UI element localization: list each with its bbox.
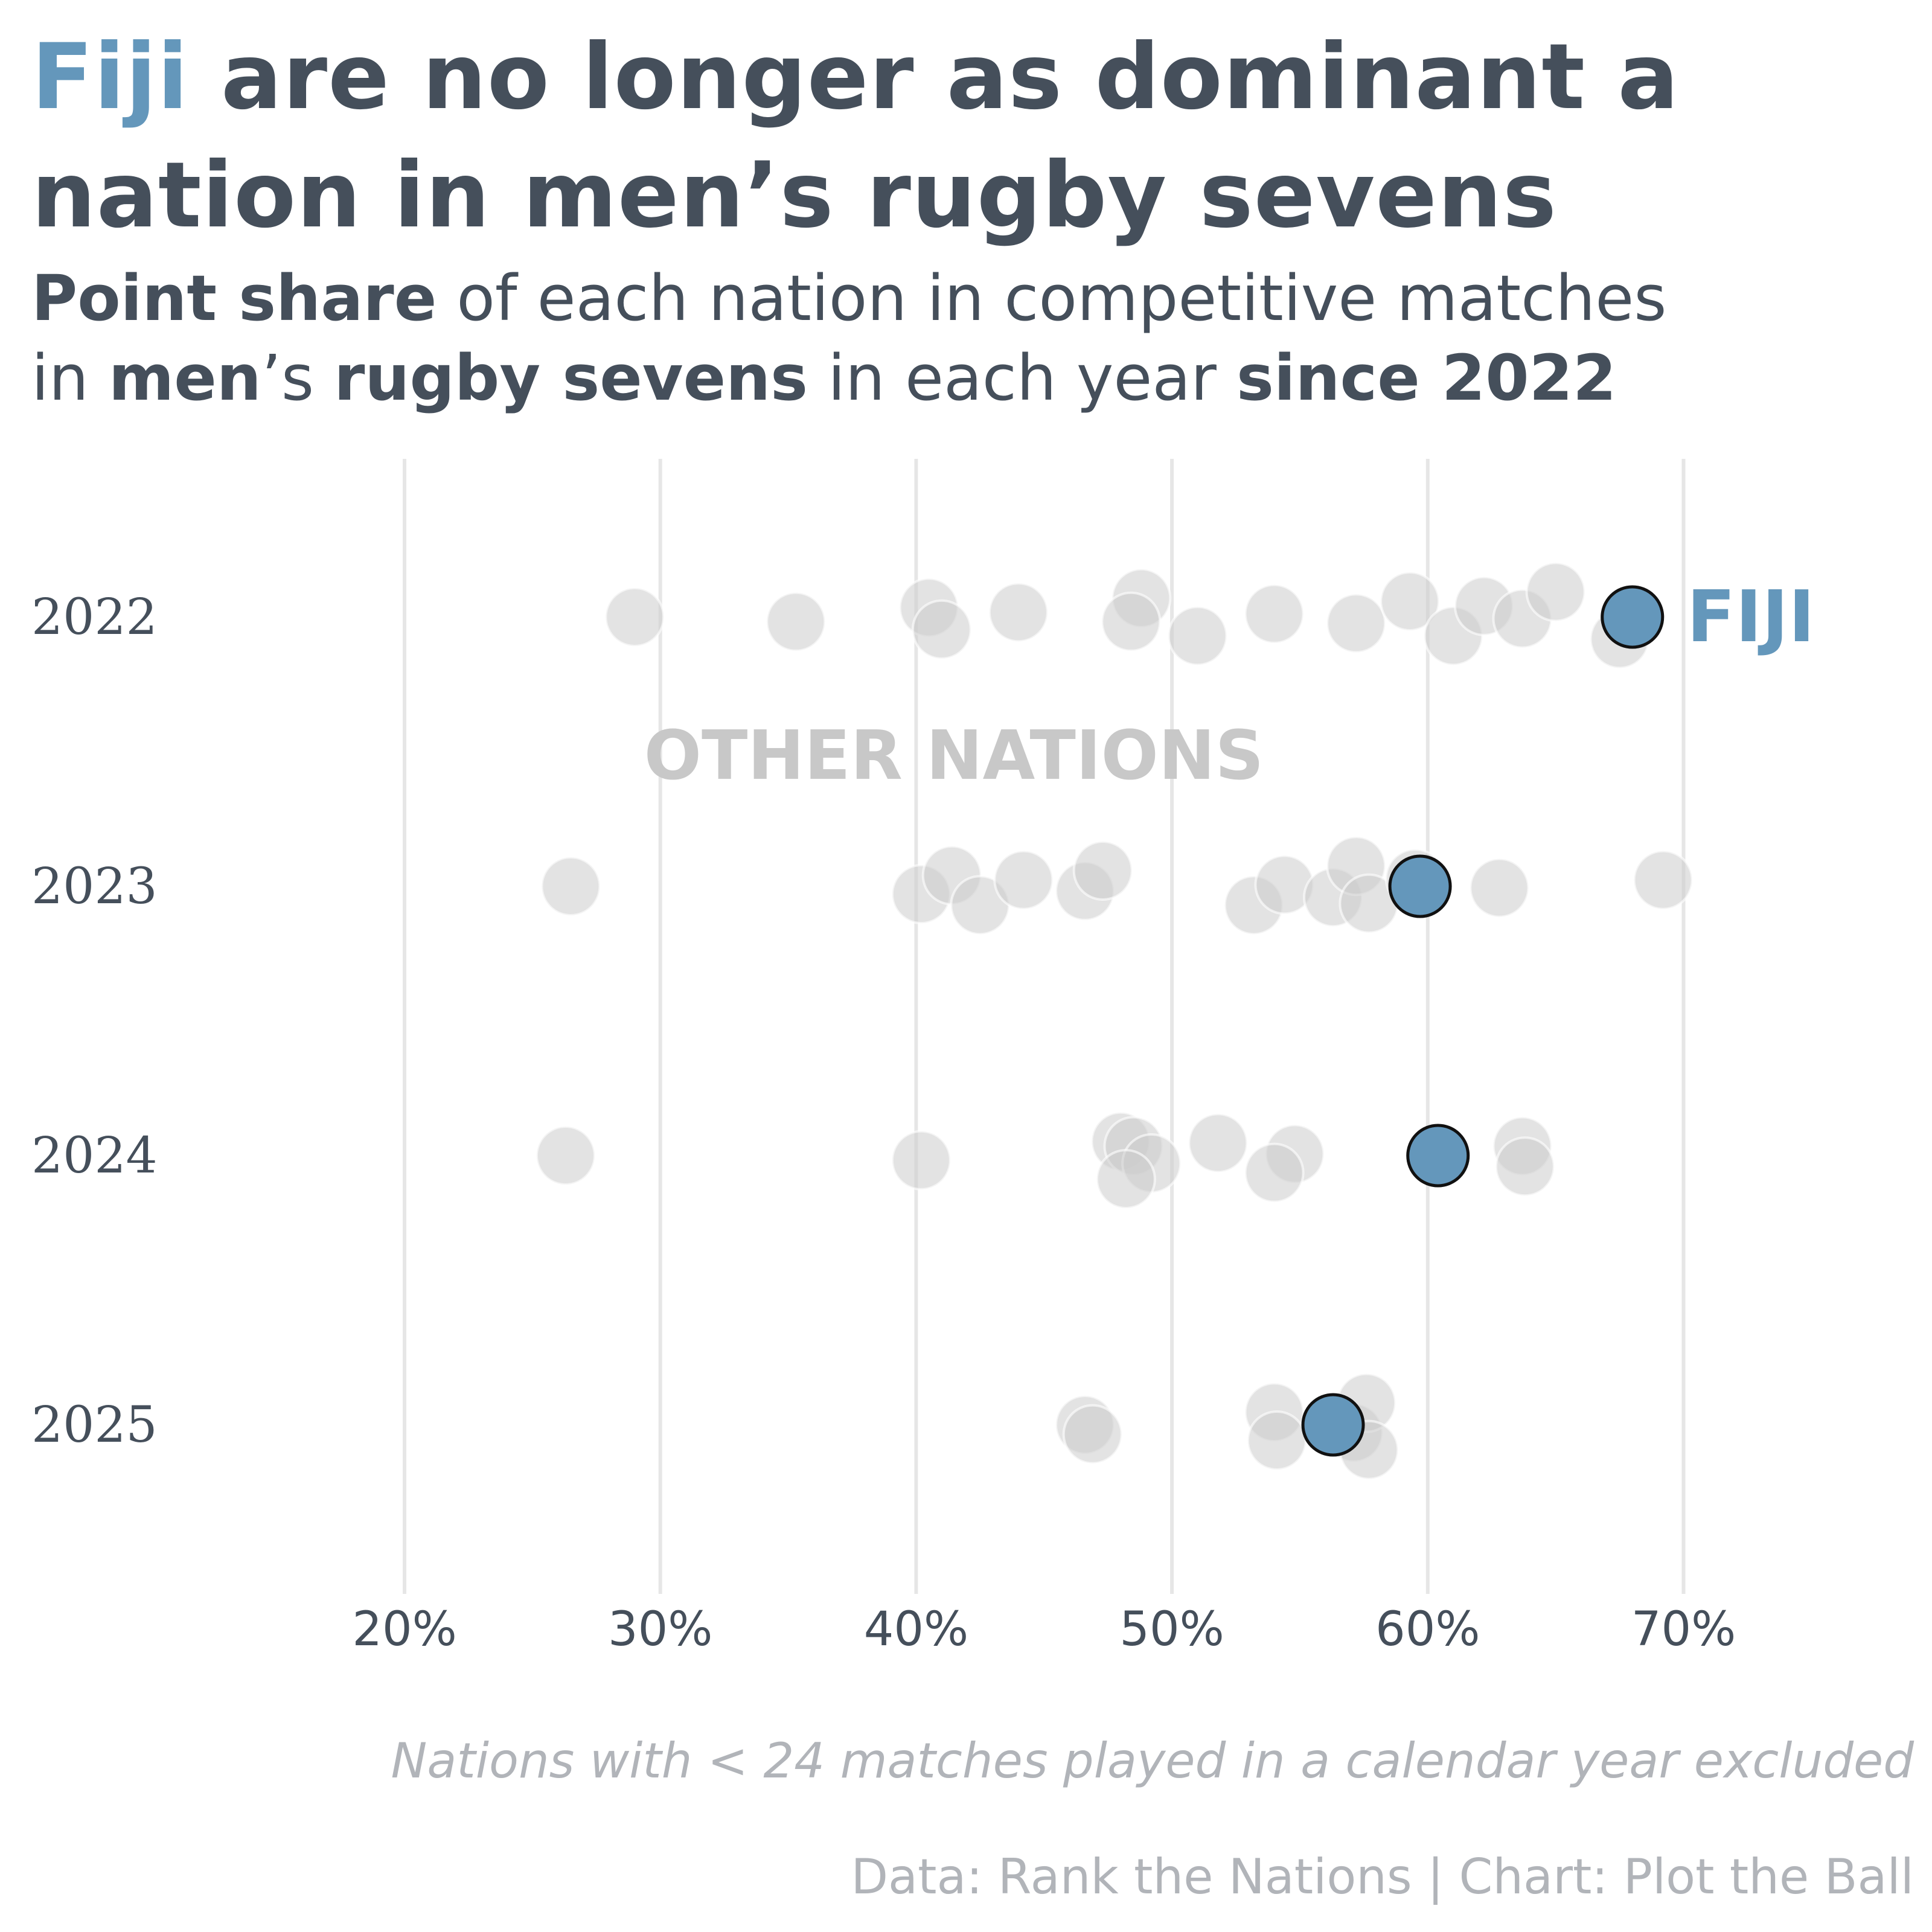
other-nation-point — [1072, 840, 1133, 901]
other-nation-point — [1188, 1113, 1249, 1174]
other-nation-point — [993, 849, 1054, 910]
x-tick-label: 30% — [608, 1602, 712, 1657]
x-tick-label: 20% — [352, 1602, 456, 1657]
chart-subtitle: Point share of each nation in competitiv… — [31, 258, 1915, 418]
x-tick-label: 70% — [1631, 1602, 1736, 1657]
fiji-point — [1406, 1124, 1470, 1188]
x-tick-label: 60% — [1375, 1602, 1480, 1657]
title-line1: are no longer as dominant a — [188, 25, 1680, 130]
y-axis-labels: 2022 2023 2024 2025 — [31, 589, 158, 1454]
subtitle-part-3: in — [31, 341, 109, 415]
other-nation-point — [1380, 571, 1441, 632]
other-nation-point — [1246, 1410, 1307, 1471]
source-credit: Data: Rank the Nations | Chart: Plot the… — [851, 1849, 1914, 1905]
subtitle-part-8: since 2022 — [1236, 341, 1617, 415]
other-nation-point — [911, 599, 972, 660]
other-nation-point — [891, 1130, 952, 1191]
other-nation-point — [1633, 849, 1694, 910]
y-tick-label: 2024 — [31, 1127, 158, 1185]
subtitle-part-6: rugby sevens — [334, 341, 808, 415]
other-nation-point — [1469, 857, 1530, 918]
other-nations-points — [535, 561, 1694, 1480]
fiji-point — [1601, 585, 1665, 649]
subtitle-part-4: men — [108, 341, 261, 415]
fiji-points — [1301, 585, 1665, 1457]
other-nation-point — [1167, 606, 1228, 667]
y-tick-label: 2022 — [31, 589, 158, 646]
other-nation-point — [1326, 593, 1387, 654]
fiji-point — [1388, 854, 1452, 918]
other-nation-point — [1244, 583, 1305, 644]
other-nation-point — [604, 587, 665, 647]
title-line2: nation in men’s rugby sevens — [31, 143, 1558, 248]
chart-title: Fiji are no longer as dominant a nation i… — [31, 18, 1903, 255]
x-tick-label: 50% — [1119, 1602, 1224, 1657]
other-nation-point — [535, 1125, 596, 1186]
other-nation-point — [1525, 561, 1586, 622]
subtitle-part-2: of each nation in competitive matches — [437, 261, 1667, 335]
other-nations-label: OTHER NATIONS — [644, 717, 1264, 795]
fiji-label: FIJI — [1687, 575, 1815, 658]
other-nation-point — [988, 582, 1049, 643]
other-nation-point — [1101, 591, 1162, 652]
series-labels: FIJI OTHER NATIONS — [644, 575, 1815, 795]
y-tick-label: 2023 — [31, 858, 158, 915]
y-tick-label: 2025 — [31, 1396, 158, 1454]
fiji-point — [1301, 1393, 1365, 1457]
x-tick-label: 40% — [864, 1602, 968, 1657]
subtitle-part-5: ’s — [261, 341, 334, 415]
subtitle-part-7: in each year — [808, 341, 1236, 415]
subtitle-part-1: Point share — [31, 261, 437, 335]
other-nation-point — [1095, 1149, 1156, 1209]
other-nation-point — [540, 856, 601, 916]
other-nation-point — [1062, 1404, 1123, 1465]
x-axis-ticks: 20% 30% 40% 50% 60% 70% — [352, 1602, 1736, 1657]
other-nation-point — [1494, 1136, 1555, 1197]
title-highlight: Fiji — [31, 25, 189, 130]
footnote: Nations with < 24 matches played in a ca… — [391, 1733, 1914, 1789]
other-nation-point — [1244, 1142, 1305, 1203]
other-nation-point — [766, 591, 827, 652]
